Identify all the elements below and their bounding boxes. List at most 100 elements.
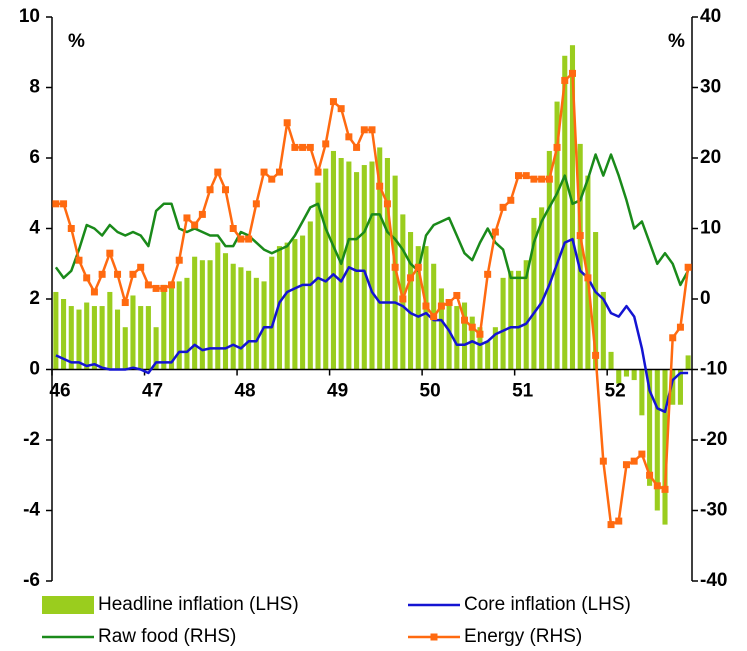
- marker: [60, 200, 68, 208]
- marker: [129, 270, 137, 278]
- marker: [530, 175, 538, 183]
- marker: [345, 133, 353, 141]
- y2-tick-label: 10: [700, 218, 721, 239]
- marker: [206, 186, 214, 194]
- bar: [300, 235, 306, 370]
- marker: [568, 69, 576, 77]
- bar: [608, 351, 614, 370]
- x-tick-label: 50: [420, 381, 441, 402]
- marker: [638, 450, 646, 458]
- bar: [292, 239, 298, 370]
- bar: [685, 355, 691, 370]
- marker: [137, 263, 145, 271]
- bar: [515, 270, 522, 370]
- bar: [315, 182, 321, 370]
- marker: [360, 126, 368, 134]
- marker: [653, 482, 661, 490]
- bar: [91, 306, 97, 370]
- marker: [646, 471, 654, 479]
- bar: [76, 309, 82, 370]
- bar: [623, 369, 630, 377]
- bar: [130, 295, 136, 370]
- marker: [399, 295, 407, 303]
- marker: [461, 316, 469, 324]
- x-tick-label: 48: [234, 381, 255, 402]
- marker: [306, 143, 314, 151]
- bar: [230, 263, 236, 370]
- marker: [214, 168, 222, 176]
- marker: [599, 457, 607, 465]
- marker: [684, 263, 692, 271]
- bar: [438, 288, 444, 370]
- bar: [631, 369, 637, 381]
- x-tick-label: 52: [605, 381, 626, 402]
- y2-tick-label: -10: [700, 359, 727, 380]
- bar: [654, 369, 660, 511]
- bar: [639, 369, 645, 416]
- bar: [199, 260, 205, 370]
- y2-unit: %: [668, 31, 685, 52]
- marker: [260, 168, 268, 176]
- marker: [584, 274, 592, 282]
- bar: [261, 281, 267, 370]
- legend-label: Raw food (RHS): [98, 626, 236, 647]
- legend-label: Core inflation (LHS): [464, 594, 631, 615]
- marker: [515, 172, 523, 180]
- marker: [291, 143, 299, 151]
- marker: [152, 284, 160, 292]
- marker: [407, 274, 415, 282]
- bar: [500, 277, 506, 370]
- y2-tick-label: -20: [700, 429, 727, 450]
- bar: [400, 214, 406, 370]
- bar: [253, 277, 259, 370]
- marker: [661, 485, 669, 493]
- bar: [677, 369, 683, 405]
- y2-tick-label: -30: [700, 500, 727, 521]
- marker: [630, 457, 638, 465]
- marker: [383, 200, 391, 208]
- marker: [576, 232, 584, 240]
- bar: [469, 316, 475, 370]
- marker: [75, 256, 83, 264]
- marker: [183, 214, 191, 222]
- y-tick-label: 6: [29, 147, 40, 168]
- marker: [245, 235, 253, 243]
- bar: [361, 165, 367, 370]
- marker: [507, 196, 515, 204]
- bar: [176, 281, 182, 370]
- bar: [145, 306, 151, 370]
- y-tick-label: 0: [29, 359, 40, 380]
- marker: [314, 168, 322, 176]
- bar: [161, 284, 167, 370]
- marker: [52, 200, 60, 208]
- marker: [391, 263, 399, 271]
- marker: [106, 249, 114, 257]
- y-tick-label: 2: [29, 288, 40, 309]
- bar: [461, 302, 468, 370]
- marker: [499, 203, 507, 211]
- bar: [369, 161, 375, 370]
- bar: [562, 55, 568, 370]
- marker: [237, 235, 245, 243]
- marker: [229, 225, 237, 232]
- marker: [252, 200, 260, 208]
- marker: [144, 281, 152, 289]
- marker: [545, 175, 553, 183]
- marker: [160, 284, 168, 292]
- bar: [238, 267, 244, 370]
- legend-swatch: [42, 596, 94, 614]
- bar: [662, 369, 668, 525]
- y-unit: %: [68, 31, 85, 52]
- series-line: [54, 153, 690, 287]
- x-tick-label: 47: [142, 381, 163, 402]
- marker: [221, 186, 229, 194]
- x-tick-label: 49: [327, 381, 348, 402]
- bar: [616, 369, 622, 384]
- bar: [114, 309, 121, 370]
- bar: [184, 277, 190, 370]
- marker: [414, 263, 422, 271]
- x-tick-label: 51: [512, 381, 534, 402]
- y-tick-label: 8: [29, 77, 40, 98]
- marker: [669, 334, 677, 342]
